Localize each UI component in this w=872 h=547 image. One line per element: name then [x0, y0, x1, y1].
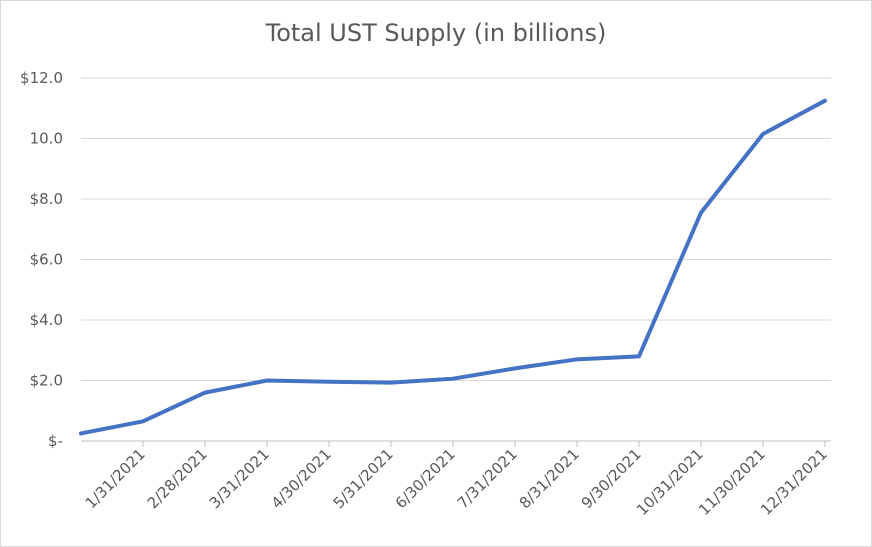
y-tick-label: 10.0 [30, 130, 63, 148]
x-tick-label: 12/31/2021 [757, 445, 831, 519]
series-line [79, 98, 827, 436]
x-tick-label: 9/30/2021 [578, 445, 645, 512]
x-tick-label: 7/31/2021 [454, 445, 521, 512]
y-tick-label: $2.0 [30, 372, 63, 390]
y-tick-label: $- [48, 432, 63, 450]
chart-title: Total UST Supply (in billions) [265, 19, 607, 47]
y-tick-label: $12.0 [20, 69, 63, 87]
series-layer [79, 98, 827, 436]
x-tick-label: 8/31/2021 [516, 445, 583, 512]
y-tick-label: $8.0 [30, 190, 63, 208]
x-tick-label: 2/28/2021 [144, 445, 211, 512]
x-tick-label: 4/30/2021 [268, 445, 335, 512]
y-tick-label: $4.0 [30, 311, 63, 329]
x-tick-label: 6/30/2021 [392, 445, 459, 512]
x-tick-label: 1/31/2021 [82, 445, 149, 512]
y-tick-label: $6.0 [30, 251, 63, 269]
x-axis [81, 440, 831, 447]
y-axis-tick-labels: $- $2.0 $4.0 $6.0 $8.0 10.0 $12.0 [20, 69, 63, 450]
x-axis-tick-labels: 1/31/20212/28/20213/31/20214/30/20215/31… [82, 445, 831, 519]
x-tick-label: 3/31/2021 [206, 445, 273, 512]
gridlines [81, 77, 831, 381]
x-tick-label: 5/31/2021 [330, 445, 397, 512]
